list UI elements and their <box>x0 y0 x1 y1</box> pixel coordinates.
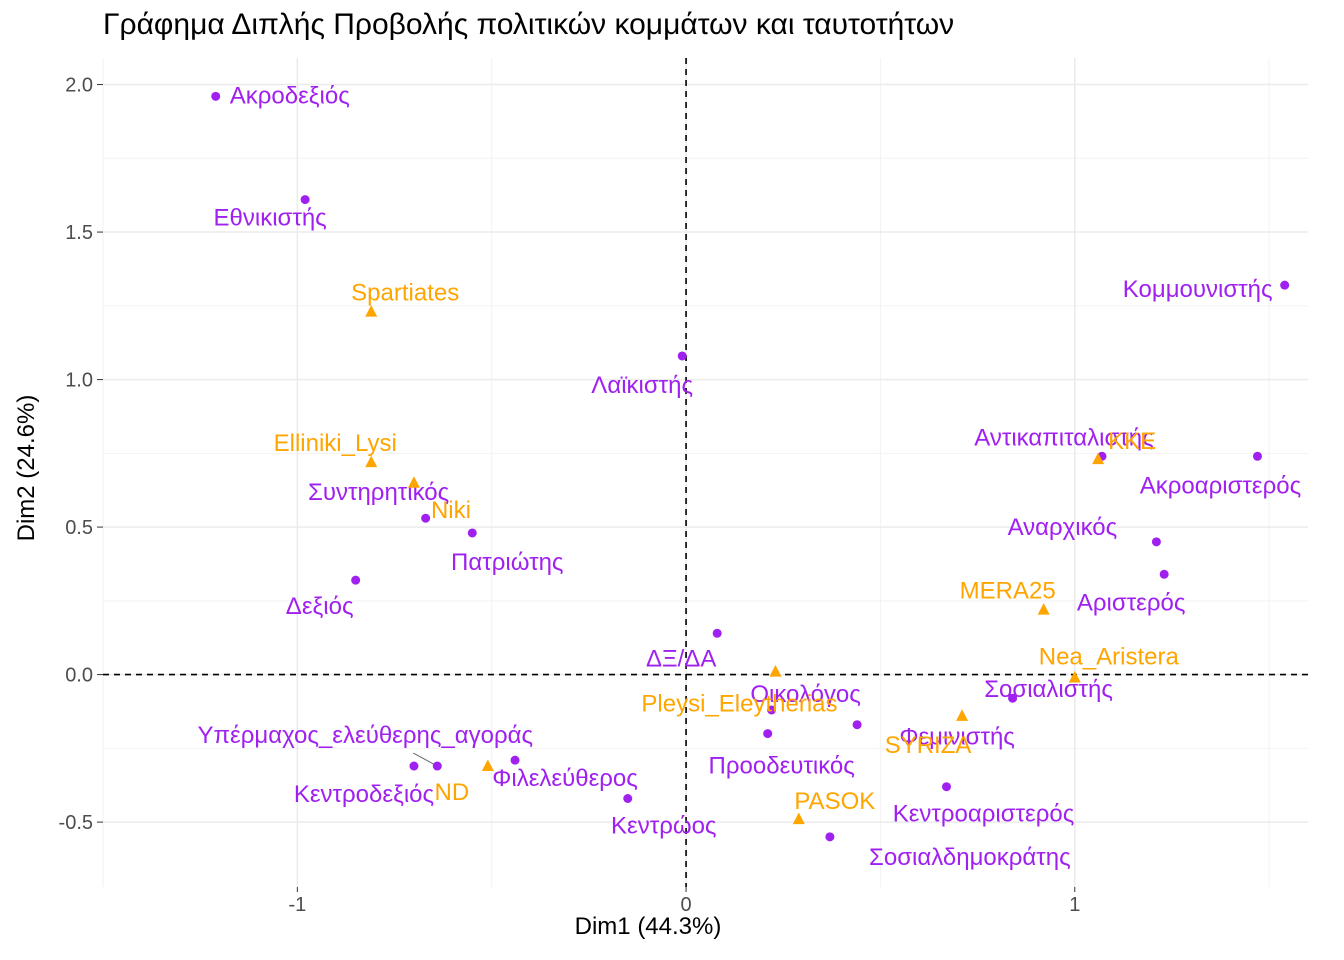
point-κεντροαριστερός <box>942 782 951 792</box>
x-tick-label: 1 <box>1069 894 1080 916</box>
point-pasok <box>792 812 805 825</box>
point-κεντροδεξιός <box>409 761 419 771</box>
point-label-ακροαριστερός: Ακροαριστερός <box>1140 472 1301 499</box>
point-label-δξ-δα: ΔΞ/ΔΑ <box>646 645 716 672</box>
point-label-φεμινιστής: Φεμινιστής <box>899 724 1015 751</box>
point-φιλελεύθερος <box>510 755 520 765</box>
point-label-mera25: MERA25 <box>960 578 1056 605</box>
point-label-syriza: SYRIZA <box>885 732 972 759</box>
point-κομμουνιστής <box>1280 280 1290 290</box>
y-tick-label: 2.0 <box>65 75 93 97</box>
point-υπέρμαχος-ελεύθερης-αγοράς <box>432 761 442 771</box>
chart-title: Γράφημα Διπλής Προβολής πολιτικών κομμάτ… <box>103 8 955 41</box>
point-label-πατριώτης: Πατριώτης <box>451 549 563 576</box>
point-label-σοσιαλιστής: Σοσιαλιστής <box>984 676 1113 703</box>
point-label-niki: Niki <box>431 497 471 524</box>
x-tick-label: -1 <box>288 894 306 916</box>
point-label-φιλελεύθερος: Φιλελεύθερος <box>492 765 638 792</box>
point-δξ-δα <box>712 628 722 638</box>
point-pleysi-eleytherias <box>769 665 782 677</box>
point-label-κεντροδεξιός: Κεντροδεξιός <box>294 781 434 808</box>
point-kke <box>1092 452 1105 465</box>
point-label-προοδευτικός: Προοδευτικός <box>709 753 855 780</box>
point-αναρχικός <box>1151 537 1161 547</box>
point-label-εθνικιστής: Εθνικιστής <box>214 205 327 232</box>
point-ακροδεξιός <box>211 91 221 101</box>
point-spartiates <box>365 305 378 317</box>
point-nea-aristera <box>1068 670 1081 683</box>
point-label-kke: KKE <box>1108 428 1156 455</box>
y-tick-label: -0.5 <box>59 812 93 834</box>
point-label-δεξιός: Δεξιός <box>286 593 354 620</box>
point-πατριώτης <box>467 528 477 538</box>
point-label-συντηρητικός: Συντηρητικός <box>308 479 449 506</box>
point-συντηρητικός <box>421 513 431 523</box>
point-σοσιαλδημοκράτης <box>825 832 835 842</box>
point-label-κεντρώος: Κεντρώος <box>611 812 717 839</box>
point-nd <box>481 759 494 771</box>
y-tick-label: 1.0 <box>65 370 93 392</box>
point-label-αριστερός: Αριστερός <box>1077 589 1186 616</box>
x-axis-label: Dim1 (44.3%) <box>574 913 722 940</box>
point-label-nd: ND <box>434 779 469 806</box>
y-axis-label: Dim2 (24.6%) <box>13 394 40 542</box>
point-label-οικολόγος: Οικολόγος <box>750 681 861 708</box>
point-label-ακροδεξιός: Ακροδεξιός <box>230 82 350 109</box>
point-κεντρώος <box>623 793 633 803</box>
point-προοδευτικός <box>763 729 773 739</box>
point-label-αντικαπιταλιστής: Αντικαπιταλιστής <box>974 424 1153 451</box>
point-niki <box>407 476 420 488</box>
point-οικολόγος <box>767 705 777 715</box>
point-label-elliniki-lysi: Elliniki_Lysi <box>274 430 397 457</box>
point-label-κομμουνιστής: Κομμουνιστής <box>1123 276 1273 303</box>
point-label-λαϊκιστής: Λαϊκιστής <box>591 372 693 399</box>
point-αριστερός <box>1159 569 1169 579</box>
point-label-pleysi-eleytherias: Pleysi_Eleytherias <box>641 691 837 718</box>
point-label-σοσιαλδημοκράτης: Σοσιαλδημοκράτης <box>869 844 1071 871</box>
point-ακροαριστερός <box>1252 451 1262 461</box>
y-tick-label: 0.0 <box>65 665 93 687</box>
label-connector <box>413 752 438 767</box>
point-εθνικιστής <box>300 195 310 205</box>
point-σοσιαλιστής <box>1008 693 1018 703</box>
point-label-αναρχικός: Αναρχικός <box>1008 514 1118 541</box>
y-tick-label: 0.5 <box>65 517 93 539</box>
point-mera25 <box>1037 603 1050 615</box>
point-syriza <box>956 709 969 721</box>
point-δεξιός <box>351 575 361 585</box>
point-label-κεντροαριστερός: Κεντροαριστερός <box>893 801 1075 828</box>
point-label-pasok: PASOK <box>794 788 875 815</box>
point-label-nea-aristera: Nea_Aristera <box>1039 644 1180 671</box>
point-label-spartiates: Spartiates <box>351 280 459 307</box>
point-φεμινιστής <box>852 720 862 730</box>
point-label-υπέρμαχος-ελεύθερης-αγοράς: Υπέρμαχος_ελεύθερης_αγοράς <box>197 722 533 749</box>
x-tick-label: 0 <box>681 894 692 916</box>
y-tick-label: 1.5 <box>65 222 93 244</box>
point-λαϊκιστής <box>677 351 687 361</box>
point-elliniki-lysi <box>365 455 378 468</box>
